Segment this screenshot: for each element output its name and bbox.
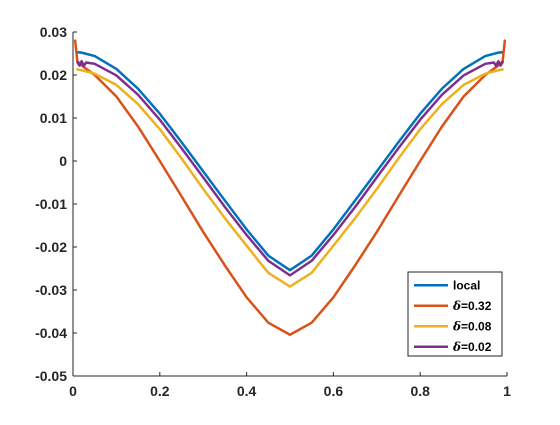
y-tick-label: -0.01 <box>35 196 67 212</box>
y-tick-label: 0.03 <box>40 24 67 40</box>
y-tick-label: 0.02 <box>40 67 67 83</box>
series-line-3 <box>76 59 504 277</box>
y-tick-label: -0.02 <box>35 239 67 255</box>
plot-layer <box>73 39 507 336</box>
y-tick-label: -0.04 <box>35 325 67 341</box>
y-tick-label: -0.03 <box>35 282 67 298</box>
x-tick-label: 0.2 <box>150 383 170 399</box>
legend-label-3: δ=0.02 <box>452 340 492 354</box>
y-tick-label: -0.05 <box>35 368 67 384</box>
x-tick-label: 0.6 <box>324 383 344 399</box>
series-line-2 <box>76 68 504 288</box>
legend: local δ=0.32 δ=0.08 δ=0.02 <box>407 271 503 357</box>
y-tick-label: 0 <box>59 153 67 169</box>
x-tick-label: 0.8 <box>410 383 430 399</box>
legend-label-1: δ=0.32 <box>452 299 492 313</box>
x-tick-label: 0 <box>69 383 77 399</box>
series-line-1 <box>73 39 507 336</box>
legend-label-0: local <box>453 278 480 292</box>
legend-label-2: δ=0.08 <box>452 319 492 333</box>
x-tick-label: 1 <box>503 383 511 399</box>
y-tick-label: 0.01 <box>40 110 67 126</box>
series-line-0 <box>76 50 504 272</box>
axes-layer: 0 0.2 0.4 0.6 0.8 1 -0.05 -0.04 -0.03 -0.02 -0.01 0… <box>35 24 511 399</box>
x-tick-label: 0.4 <box>237 383 257 399</box>
